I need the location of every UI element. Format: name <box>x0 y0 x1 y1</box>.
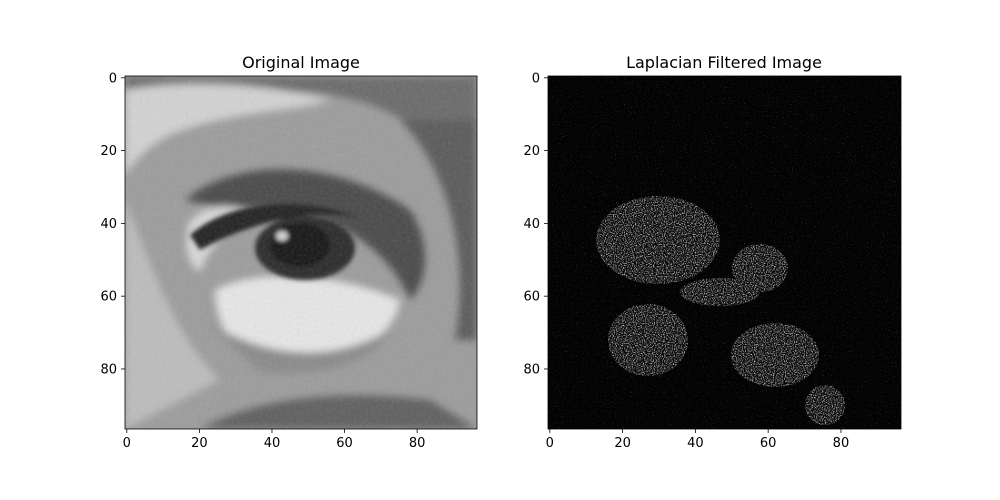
chart-title-laplacian: Laplacian Filtered Image <box>626 53 822 72</box>
y-tick-label-original-0: 0 <box>109 71 117 86</box>
plot-frame-original <box>124 75 478 430</box>
y-tick-label-laplacian-1: 20 <box>523 144 540 159</box>
image-laplacian <box>548 76 901 429</box>
y-tick-label-original-3: 60 <box>100 290 117 305</box>
x-tick-label-laplacian-3: 60 <box>760 436 777 451</box>
axes-original: Original Image <box>100 53 478 451</box>
y-tick-label-original-4: 80 <box>100 362 117 377</box>
chart-title-original: Original Image <box>242 53 360 72</box>
x-tick-label-original-3: 60 <box>336 436 353 451</box>
y-tick-label-original-2: 40 <box>100 217 117 232</box>
ticks-laplacian: 0 20 40 60 80 0 20 40 60 80 <box>523 71 849 451</box>
plot-frame-laplacian <box>547 75 902 430</box>
x-tick-label-laplacian-0: 0 <box>546 436 554 451</box>
y-tick-label-laplacian-0: 0 <box>532 71 540 86</box>
x-tick-label-laplacian-4: 80 <box>833 436 850 451</box>
image-original <box>125 76 477 429</box>
axes-laplacian: Laplacian Filtered Image 0 20 40 60 80 0 20 40 6… <box>523 53 902 451</box>
y-tick-label-laplacian-4: 80 <box>523 362 540 377</box>
y-tick-label-laplacian-2: 40 <box>523 217 540 232</box>
x-tick-label-laplacian-1: 20 <box>614 436 631 451</box>
x-tick-label-original-1: 20 <box>191 436 208 451</box>
y-tick-label-original-1: 20 <box>100 144 117 159</box>
ticks-original: 0 20 40 60 80 0 20 40 60 80 <box>100 71 425 451</box>
x-tick-label-laplacian-2: 40 <box>687 436 704 451</box>
x-tick-label-original-4: 80 <box>409 436 426 451</box>
y-tick-label-laplacian-3: 60 <box>523 290 540 305</box>
x-tick-label-original-0: 0 <box>123 436 131 451</box>
x-tick-label-original-2: 40 <box>264 436 281 451</box>
